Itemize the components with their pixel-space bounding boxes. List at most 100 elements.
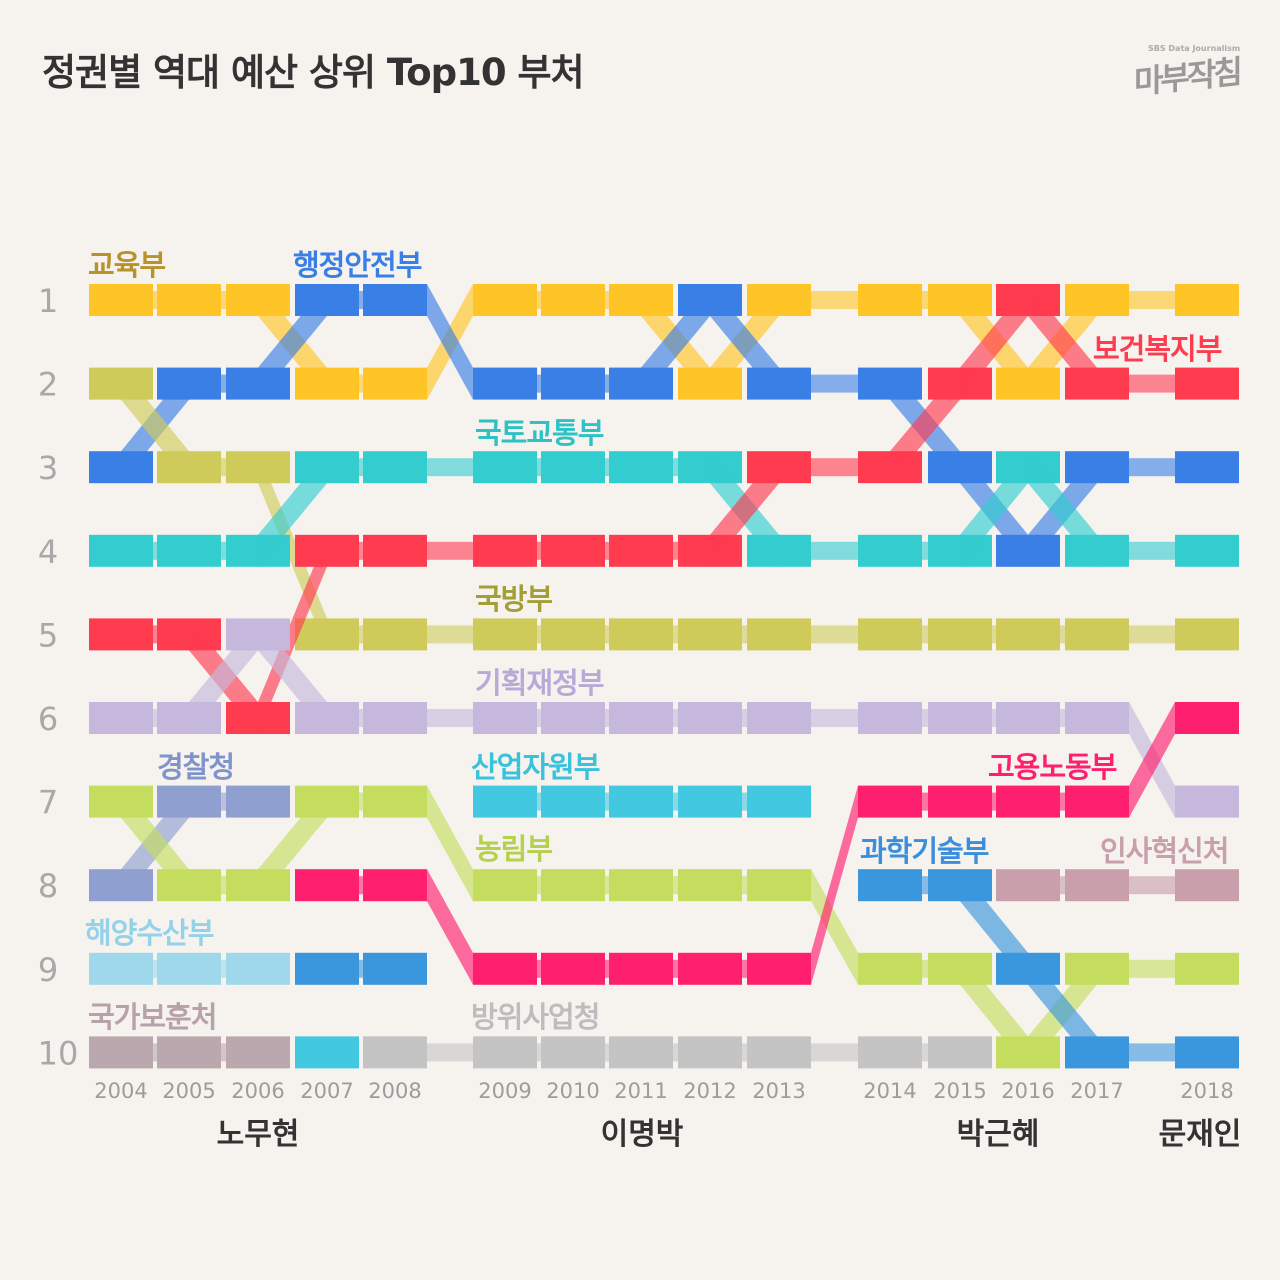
connector-고용노동부 [605,959,609,978]
series-label: 해양수산부 [85,916,214,950]
year-label: 2005 [162,1079,215,1103]
bar-산업자원부-2011 [609,785,673,818]
bar-고용노동부-2012 [678,952,742,985]
connector-인사혁신처 [1060,876,1065,895]
connector-국방부 [673,625,678,644]
connector-보건복지부 [811,458,858,477]
rank-label: 1 [38,282,58,320]
year-label: 2010 [546,1079,599,1103]
bar-국방부-2015 [928,618,992,651]
connector-보건복지부 [537,541,541,560]
connector-보건복지부 [153,625,157,644]
connector-국방부 [1060,625,1065,644]
bar-국토교통부-2010 [541,451,605,484]
bar-행정안전부-2017 [1065,451,1129,484]
connector-방위사업청 [427,1043,473,1062]
bar-고용노동부-2017 [1065,785,1129,818]
bar-고용노동부-2007 [295,869,359,902]
bar-농림부-2017 [1065,952,1129,985]
bar-국방부-2007 [295,618,359,651]
connector-산업자원부 [742,792,747,811]
bar-경찰청-2005 [157,785,221,818]
bar-국방부-2005 [157,451,221,484]
connector-기획재정부 [359,709,363,727]
bar-국방부-2014 [858,618,922,651]
connector-국토교통부 [811,541,858,560]
connector-농림부 [221,876,226,895]
year-label: 2017 [1070,1079,1123,1103]
connector-국방부 [742,625,747,644]
bars [89,284,1239,1069]
bar-기획재정부-2015 [928,702,992,734]
bar-방위사업청-2015 [928,1036,992,1069]
connector-국방부 [811,625,858,644]
bar-기획재정부-2016 [996,702,1060,734]
connector-교육부 [359,374,363,393]
connector-교육부 [605,291,609,309]
bar-행정안전부-2008 [363,284,427,316]
connector-국토교통부 [153,541,157,560]
connector-행정안전부 [359,291,363,309]
connector-국토교통부 [427,458,473,477]
connector-방위사업청 [673,1043,678,1062]
year-label: 2012 [683,1079,736,1103]
year-label: 2004 [94,1079,147,1103]
bar-방위사업청-2010 [541,1036,605,1069]
bar-기획재정부-2004 [89,702,153,734]
bar-보건복지부-2010 [541,534,605,567]
bar-방위사업청-2013 [747,1036,811,1069]
connector-기획재정부 [153,709,157,727]
connector-방위사업청 [605,1043,609,1062]
connector-기획재정부 [992,709,996,727]
bar-국토교통부-2009 [473,451,537,484]
bar-기획재정부-2014 [858,702,922,734]
connector-농림부 [537,876,541,895]
administration-label: 이명박 [601,1117,684,1152]
bar-행정안전부-2010 [541,367,605,400]
bar-보건복지부-2013 [747,451,811,484]
connector-국방부 [359,625,363,644]
year-label: 2015 [933,1079,986,1103]
connector-기획재정부 [1060,709,1065,727]
connector-국토교통부 [359,458,363,477]
bar-과학기술부-2014 [858,869,922,902]
bar-보건복지부-2008 [363,534,427,567]
connector-고용노동부 [1129,702,1175,818]
connector-방위사업청 [537,1043,541,1062]
connector-기획재정부 [742,709,747,727]
rank-label: 9 [38,951,58,989]
bar-보건복지부-2004 [89,618,153,651]
connector-교육부 [221,291,226,309]
bar-경찰청-2006 [226,785,290,818]
bar-국토교통부-2005 [157,534,221,567]
connector-행정안전부 [605,374,609,393]
bar-국토교통부-2007 [295,451,359,484]
bar-기획재정부-2011 [609,702,673,734]
bar-보건복지부-2018 [1175,367,1239,400]
bar-교육부-2007 [295,367,359,400]
connector-해양수산부 [153,959,157,978]
bar-국방부-2017 [1065,618,1129,651]
bar-보건복지부-2009 [473,534,537,567]
axis-labels: 1 2 3 4 5 6 7 8 9 10 2004 2005 2006 2007 2008 2009 2010 2… [38,282,1242,1152]
connector-기획재정부 [537,709,541,727]
bar-보건복지부-2017 [1065,367,1129,400]
bar-방위사업청-2008 [363,1036,427,1069]
rank-label: 10 [38,1034,79,1072]
bar-기획재정부-2008 [363,702,427,734]
connector-보건복지부 [605,541,609,560]
connector-국토교통부 [605,458,609,477]
series-label: 산업자원부 [471,750,600,784]
connector-국토교통부 [537,458,541,477]
series-label: 경찰청 [157,750,235,784]
rank-label: 5 [38,616,58,654]
year-label: 2007 [300,1079,353,1103]
bar-국방부-2009 [473,618,537,651]
year-label: 2013 [752,1079,805,1103]
series-label: 인사혁신처 [1100,834,1229,868]
connector-농림부 [922,959,928,978]
year-label: 2011 [614,1079,667,1103]
bar-과학기술부-2007 [295,952,359,985]
bar-교육부-2017 [1065,284,1129,316]
connector-보건복지부 [359,541,363,560]
